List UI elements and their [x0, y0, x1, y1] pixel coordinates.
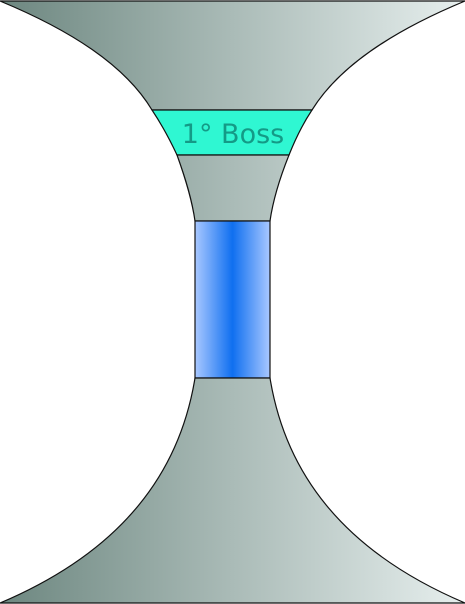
upper-funnel	[0, 0, 465, 111]
upper-neck	[176, 154, 290, 222]
boss-label: 1° Boss	[182, 119, 284, 150]
blue-channel	[194, 220, 271, 379]
lower-funnel	[0, 377, 465, 604]
